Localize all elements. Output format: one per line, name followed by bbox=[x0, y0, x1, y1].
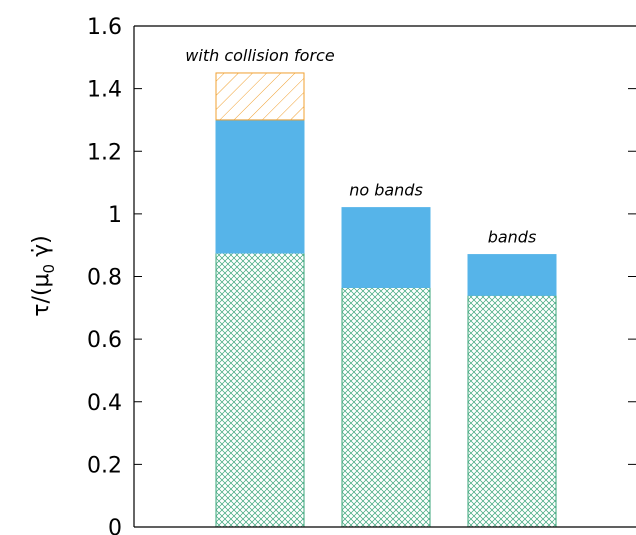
labels-layer: with collision force no bands bands bbox=[185, 46, 536, 247]
y-tick-label: 0.2 bbox=[87, 453, 122, 478]
bar-segment-1-1 bbox=[215, 252, 305, 528]
y-tick-label: 0.8 bbox=[87, 266, 122, 291]
y-tick-label: 0 bbox=[108, 516, 122, 535]
y-tick-label: 1.2 bbox=[87, 140, 122, 165]
y-tick-label: 1.4 bbox=[87, 78, 122, 103]
bar-segment-3-2 bbox=[467, 254, 557, 296]
bar-annotation-1: with collision force bbox=[185, 46, 335, 65]
bars-layer bbox=[215, 72, 557, 528]
axes-layer: 0 0.2 0.4 0.6 0.8 1 1.2 1.4 1.6 bbox=[87, 15, 636, 535]
y-tick-label: 0.4 bbox=[87, 391, 122, 416]
y-tick-label: 1 bbox=[108, 203, 122, 228]
bar-annotation-2: no bands bbox=[349, 181, 423, 200]
bar-annotation-3: bands bbox=[488, 228, 537, 247]
y-axis-title: τ/(μ0 γ̇) bbox=[29, 235, 58, 316]
y-tick-label: 0.6 bbox=[87, 328, 122, 353]
bar-segment-2-2 bbox=[341, 207, 431, 288]
bar-segment-2-1 bbox=[341, 286, 431, 528]
y-tick-label: 1.6 bbox=[87, 15, 122, 40]
bar-segment-3-1 bbox=[467, 294, 557, 528]
bar-segment-1-2 bbox=[215, 119, 305, 254]
bar-segment-1-3 bbox=[215, 72, 305, 121]
